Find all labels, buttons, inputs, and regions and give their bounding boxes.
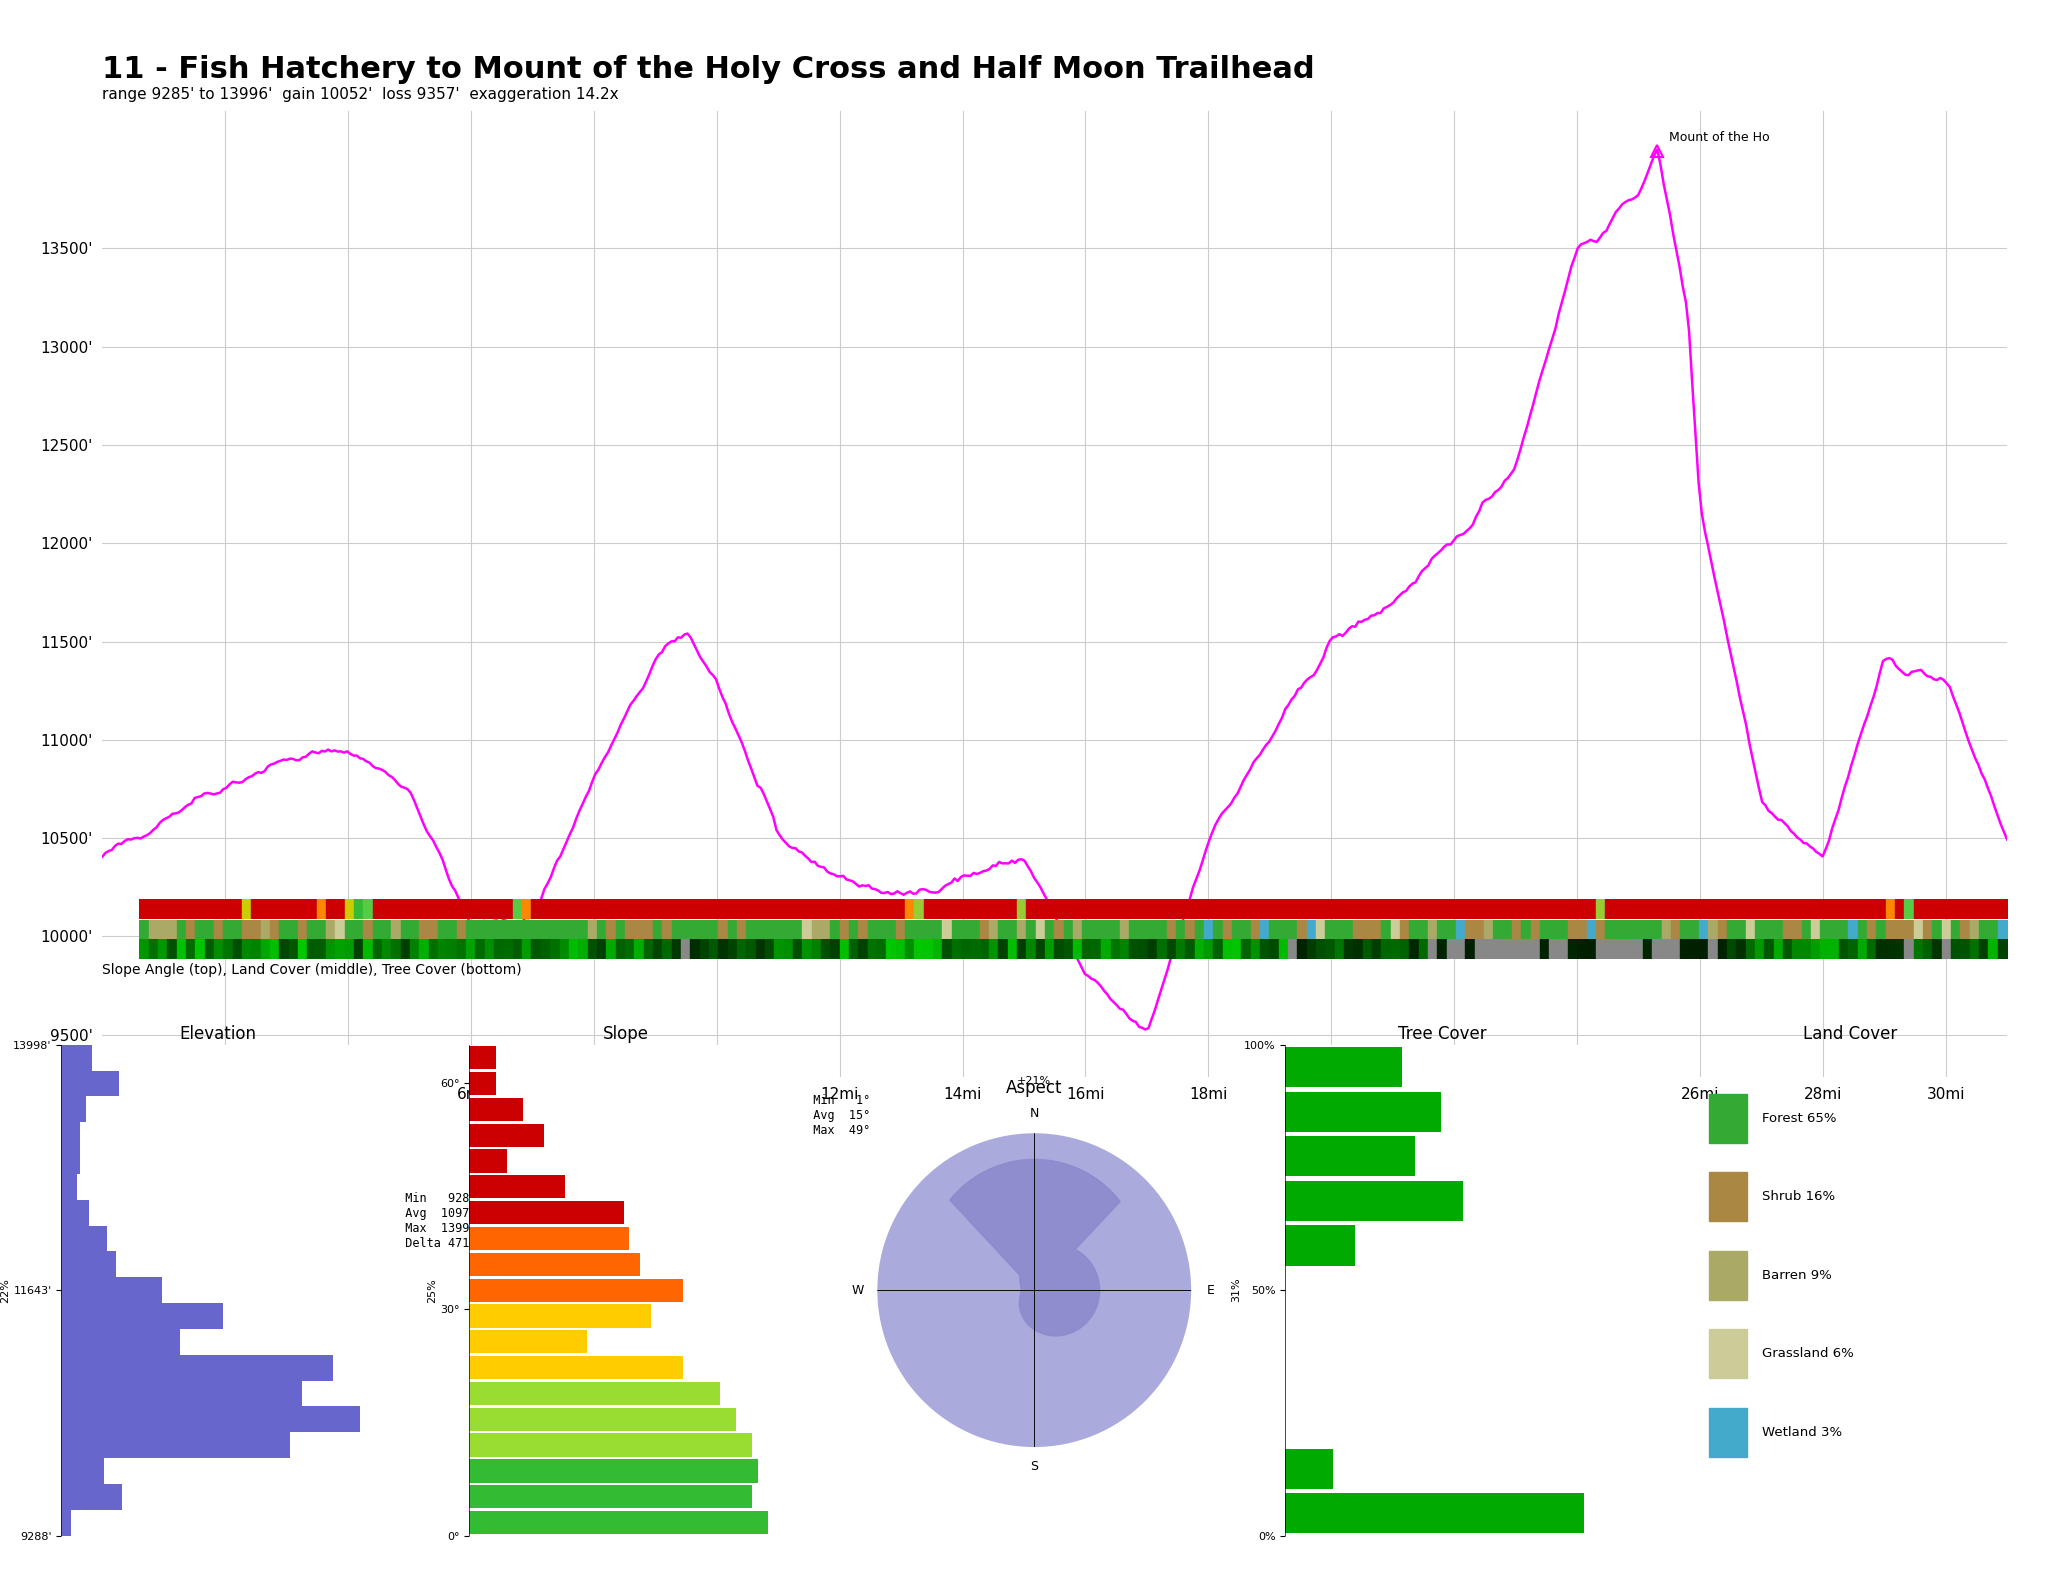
Title: Land Cover: Land Cover [1802, 1026, 1896, 1043]
Bar [469, 1382, 721, 1406]
Bar [61, 1328, 180, 1355]
Bar [61, 1355, 334, 1380]
Bar [1708, 1407, 1747, 1456]
Bar [61, 1070, 119, 1097]
Bar [1286, 1092, 1442, 1132]
Polygon shape [950, 1159, 1120, 1336]
Text: +21%: +21% [1018, 1076, 1051, 1086]
Bar [1286, 1225, 1354, 1266]
Bar [1286, 1448, 1333, 1488]
Text: Wetland 3%: Wetland 3% [1761, 1426, 1843, 1439]
Bar [1286, 1493, 1585, 1534]
Bar [61, 1458, 104, 1483]
Bar [61, 1406, 360, 1433]
Text: Forest 65%: Forest 65% [1761, 1111, 1837, 1126]
Bar [1286, 1046, 1403, 1088]
Text: Grassland 6%: Grassland 6% [1761, 1347, 1853, 1360]
Bar [61, 1433, 291, 1458]
Bar [61, 1200, 88, 1225]
Bar [61, 1045, 92, 1070]
Bar [61, 1225, 106, 1252]
Bar [469, 1485, 752, 1509]
Bar [469, 1357, 682, 1379]
Bar [61, 1483, 123, 1510]
Text: 11 - Fish Hatchery to Mount of the Holy Cross and Half Moon Trailhead: 11 - Fish Hatchery to Mount of the Holy … [102, 55, 1315, 84]
Bar [61, 1252, 117, 1277]
Bar [1286, 1181, 1462, 1220]
Title: Aspect: Aspect [1006, 1080, 1063, 1097]
Y-axis label: 25%: 25% [428, 1277, 438, 1303]
Bar [61, 1122, 80, 1148]
Bar [469, 1510, 768, 1534]
Bar [469, 1175, 565, 1198]
Bar [469, 1279, 682, 1301]
Bar [469, 1201, 625, 1224]
Bar [469, 1097, 522, 1121]
Bar [1708, 1251, 1747, 1300]
Bar [469, 1460, 758, 1483]
Bar [61, 1148, 80, 1175]
Bar [469, 1330, 588, 1353]
Text: Barren 9%: Barren 9% [1761, 1270, 1833, 1282]
Title: Tree Cover: Tree Cover [1399, 1026, 1487, 1043]
Bar [469, 1227, 629, 1251]
Bar [61, 1277, 162, 1303]
Bar [1286, 1137, 1415, 1176]
Title: Elevation: Elevation [180, 1026, 256, 1043]
Bar [469, 1434, 752, 1456]
Bar [61, 1097, 86, 1122]
Y-axis label: 31%: 31% [1231, 1277, 1241, 1303]
Bar [61, 1175, 76, 1200]
Text: Min   1°
  Avg  15°
  Max  49°: Min 1° Avg 15° Max 49° [799, 1094, 870, 1137]
Bar [469, 1072, 496, 1095]
Bar [469, 1407, 735, 1431]
Bar [61, 1380, 303, 1406]
Bar [61, 1510, 70, 1536]
Text: Min   9288'
  Avg  10970'
  Max  13998'
  Delta 4710': Min 9288' Avg 10970' Max 13998' Delta 47… [391, 1192, 483, 1251]
Bar [1708, 1173, 1747, 1222]
Bar [469, 1304, 651, 1328]
Title: Slope: Slope [604, 1026, 649, 1043]
Text: range 9285' to 13996'  gain 10052'  loss 9357'  exaggeration 14.2x: range 9285' to 13996' gain 10052' loss 9… [102, 87, 618, 101]
Bar [469, 1124, 545, 1146]
Bar [469, 1149, 506, 1173]
Bar [61, 1303, 223, 1328]
Bar [469, 1046, 496, 1070]
Text: Shrub 16%: Shrub 16% [1761, 1190, 1835, 1203]
Bar [1708, 1330, 1747, 1379]
Bar [469, 1252, 641, 1276]
Y-axis label: 22%: 22% [0, 1277, 10, 1303]
Bar [1708, 1094, 1747, 1143]
Text: Mount of the Ho: Mount of the Ho [1669, 131, 1769, 144]
Text: Slope Angle (top), Land Cover (middle), Tree Cover (bottom): Slope Angle (top), Land Cover (middle), … [102, 962, 522, 977]
